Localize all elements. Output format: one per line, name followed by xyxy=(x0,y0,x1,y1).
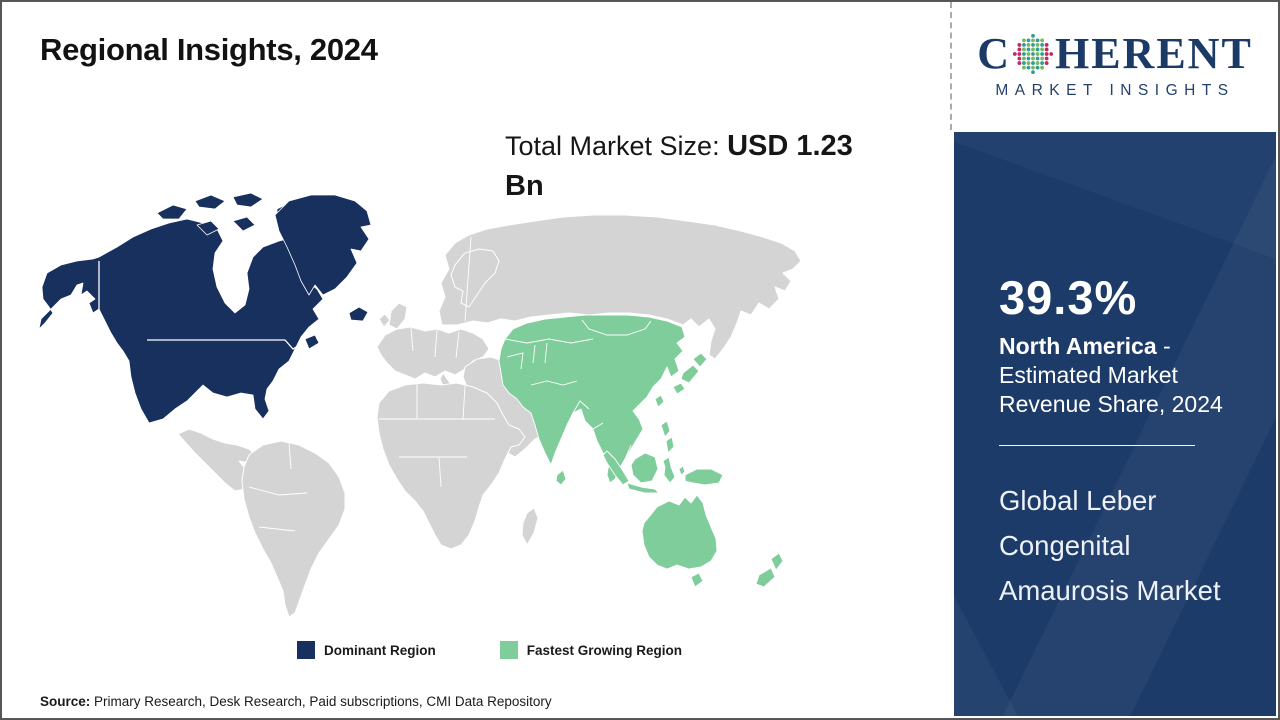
landmass-moluccas xyxy=(678,465,686,476)
landmass-greenland xyxy=(274,194,372,296)
landmass-new-guinea xyxy=(684,468,724,486)
landmass-russia xyxy=(438,214,802,360)
share-description: North America - Estimated Market Revenue… xyxy=(999,332,1247,419)
fastest-growing-region-swatch xyxy=(499,641,518,659)
landmass-ireland xyxy=(378,313,391,328)
share-suffix: - Estimated Market Revenue Share, 2024 xyxy=(999,333,1223,417)
landmass-iceland xyxy=(348,306,369,322)
landmass-madagascar xyxy=(521,507,539,546)
brand-logo: C HERENT MARKET INSIGHTS xyxy=(950,2,1278,130)
landmass-new-zealand xyxy=(755,552,784,588)
region-north-america xyxy=(38,192,372,424)
brand-wordmark: C HERENT xyxy=(977,32,1253,76)
landmass-java xyxy=(626,482,660,494)
brand-letters-rest: HERENT xyxy=(1054,29,1253,78)
fastest-growing-region-label: Fastest Growing Region xyxy=(526,642,683,658)
region-asia-pacific xyxy=(498,314,784,588)
total-market-size-label: Total Market Size: xyxy=(505,131,728,161)
legend-item-dominant: Dominant Region xyxy=(297,641,436,659)
dotted-globe-icon xyxy=(1012,34,1053,74)
source-text: Primary Research, Desk Research, Paid su… xyxy=(90,694,552,709)
landmass-taiwan xyxy=(654,394,665,408)
landmass-uk xyxy=(388,302,408,330)
sidebar-divider xyxy=(999,445,1195,446)
landmass-south-america xyxy=(241,440,346,618)
source-line: Source: Primary Research, Desk Research,… xyxy=(40,694,552,709)
sidebar: 39.3% North America - Estimated Market R… xyxy=(954,132,1276,716)
dominant-region-label: Dominant Region xyxy=(324,642,436,658)
landmass-japan xyxy=(672,352,708,395)
page-title: Regional Insights, 2024 xyxy=(40,32,378,67)
total-market-size-value: USD 1.23 Bn xyxy=(505,130,853,202)
source-label: Source: xyxy=(40,694,91,709)
green-country-borders xyxy=(504,319,652,460)
landmass-north-america-mainland xyxy=(38,218,324,424)
landmass-scandinavia xyxy=(450,248,500,308)
landmass-tasmania xyxy=(690,572,704,588)
landmass-philippines xyxy=(660,420,675,454)
landmass-borneo xyxy=(630,452,659,484)
share-value: 39.3% xyxy=(999,271,1138,324)
landmass-sulawesi xyxy=(662,456,676,484)
dominant-region-swatch xyxy=(297,641,315,659)
brand-tagline: MARKET INSIGHTS xyxy=(995,82,1235,99)
market-name: Global Leber Congenital Amaurosis Market xyxy=(999,485,1221,606)
world-map xyxy=(37,187,952,627)
landmass-australia xyxy=(641,494,718,570)
landmass-sri-lanka xyxy=(555,469,567,486)
map-legend: Dominant Region Fastest Growing Region xyxy=(297,641,682,659)
gray-country-borders xyxy=(248,236,495,532)
landmass-sumatra xyxy=(602,450,630,486)
landmass-africa xyxy=(376,382,526,550)
brand-letter-c: C xyxy=(977,29,1011,78)
share-region: North America xyxy=(999,333,1157,359)
region-other-land xyxy=(177,214,802,618)
world-map-svg xyxy=(38,192,802,618)
legend-item-fastest-growing: Fastest Growing Region xyxy=(499,641,683,659)
landmass-newfoundland xyxy=(304,334,320,350)
navy-country-borders xyxy=(98,261,318,353)
total-market-size: Total Market Size: USD 1.23 Bn xyxy=(505,126,893,206)
